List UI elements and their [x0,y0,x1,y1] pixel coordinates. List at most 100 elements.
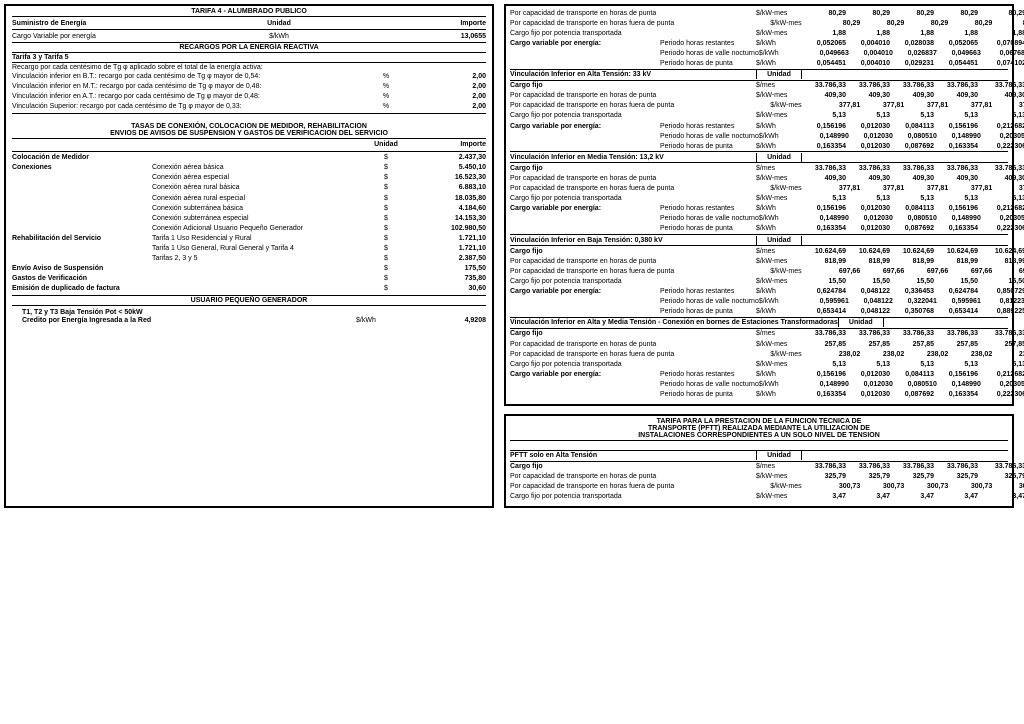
item-b: Conexión subterránea básica [152,204,366,213]
num: 10.624,69 [890,247,934,256]
num: 0,148990 [937,132,981,141]
num: 325,79 [890,472,934,481]
row-label: Por capacidad de transporte en horas fue… [510,19,674,28]
num: 300,73 [860,482,904,491]
num: 0,163354 [802,390,846,399]
num: 0,080510 [893,132,937,141]
row-label: Por capacidad de transporte en horas fue… [510,350,674,359]
vinc-val: 2,00 [406,82,486,91]
num: 5,13 [934,111,978,120]
cvpe-sub: Periodo horas de punta [660,59,756,68]
unidad: Unidad [756,451,802,460]
num: 325,79 [802,472,846,481]
num: 33.786,33 [846,462,890,471]
num: 409,30 [934,91,978,100]
vinc-val: 2,00 [406,92,486,101]
num: 0,148990 [805,214,849,223]
cv-val: 13,0655 [406,32,486,41]
cargo-var: Cargo Variable por energía [12,32,152,41]
num: 0,048122 [849,297,893,306]
item-u: $ [366,234,406,243]
num: 0,084113 [890,370,934,379]
row-label: Cargo fijo por potencia transportada [510,111,660,120]
num: 80,29 [948,19,992,28]
num: 409,30 [982,91,1024,100]
unidad: Unidad [152,19,406,28]
item-v: 16.523,30 [406,173,486,182]
item-v: 18.035,80 [406,194,486,203]
pftt-t1: TARIFA PARA LA PRESTACION DE LA FUNCION … [510,418,1008,425]
t3t5: Tarifa 3 y Tarifa 5 [12,54,486,61]
num: 300,73 [904,482,948,491]
num: 0,163354 [802,224,846,233]
cvpe-sub: Periodo horas de valle nocturno [660,132,759,141]
num: 5,13 [890,360,934,369]
item-b: Conexión aérea rural básica [152,183,366,192]
num: 0,054451 [802,59,846,68]
num: 818,99 [802,257,846,266]
right-top: Por capacidad de transporte en horas de … [504,4,1014,406]
num: 3,47 [802,492,846,501]
num: 10.624,69 [982,247,1024,256]
row-unit: $/kW-mes [756,29,802,38]
cvpe-u: $/kWh [756,307,802,316]
row-label: Cargo fijo [510,247,660,256]
item-u: $ [366,173,406,182]
num: 0,054451 [934,59,978,68]
row-unit: $/kW-mes [756,340,802,349]
num: 0,084113 [890,204,934,213]
vinc-val: 2,00 [406,102,486,111]
num: 377,81 [948,184,992,193]
num: 0,148990 [937,214,981,223]
num: 33.786,33 [934,164,978,173]
num: 0,212682 [982,122,1024,131]
right-bot: TARIFA PARA LA PRESTACION DE LA FUNCION … [504,414,1014,508]
num: 5,13 [890,111,934,120]
cvpe-label: Cargo variable por energía: [510,287,660,296]
unidad2: Unidad [366,140,406,149]
item-u: $ [366,284,406,293]
num: 409,30 [802,91,846,100]
item-v: 30,60 [406,284,486,293]
pftt-t2: TRANSPORTE (PFTT) REALIZADA MEDIANTE LA … [510,425,1008,432]
item-u: $ [366,224,406,233]
cvpe-u: $/kWh [756,287,802,296]
cvpe-u: $/kWh [756,204,802,213]
upg-v: 4,9208 [406,316,486,325]
num: 0,012030 [849,132,893,141]
num: 818,99 [846,257,890,266]
num: 33.786,33 [890,81,934,90]
row-unit: $/kW-mes [756,257,802,266]
num: 0,012030 [846,204,890,213]
num: 0,052065 [802,39,846,48]
item-b: Tarifa 1 Uso Residencial y Rural [152,234,366,243]
num: 33.786,33 [802,462,846,471]
num: 0,336453 [890,287,934,296]
num: 33.786,33 [890,164,934,173]
vinc-unit: % [366,92,406,101]
vinc-unit: % [366,82,406,91]
num: 1,88 [934,29,978,38]
kwh: $/kWh [152,32,406,41]
num: 0,012030 [846,142,890,151]
cvpe-u: $/kWh [759,297,805,306]
item-u: $ [366,183,406,192]
row-unit: $/mes [756,164,802,173]
cvpe-label: Cargo variable por energía: [510,370,660,379]
num: 0,029231 [890,59,934,68]
num: 15,50 [802,277,846,286]
cvpe-sub: Periodo horas de punta [660,390,756,399]
num: 377,81 [816,184,860,193]
upg-l2: Credito por Energía Ingresada a la Red [12,316,192,325]
num: 325,79 [846,472,890,481]
row-label: Por capacidad de transporte en horas de … [510,9,660,18]
cvpe-label: Cargo variable por energía: [510,122,660,131]
vinc-label: Vinculación inferior en M.T.: recargo po… [12,82,366,91]
cvpe-sub: Periodo horas de valle nocturno [660,49,759,58]
num: 5,13 [982,360,1024,369]
num: 5,13 [846,111,890,120]
cvpe-sub: Periodo horas de valle nocturno [660,380,759,389]
row-label: Por capacidad de transporte en horas de … [510,174,660,183]
num: 33.786,33 [802,164,846,173]
num: 3,47 [934,492,978,501]
